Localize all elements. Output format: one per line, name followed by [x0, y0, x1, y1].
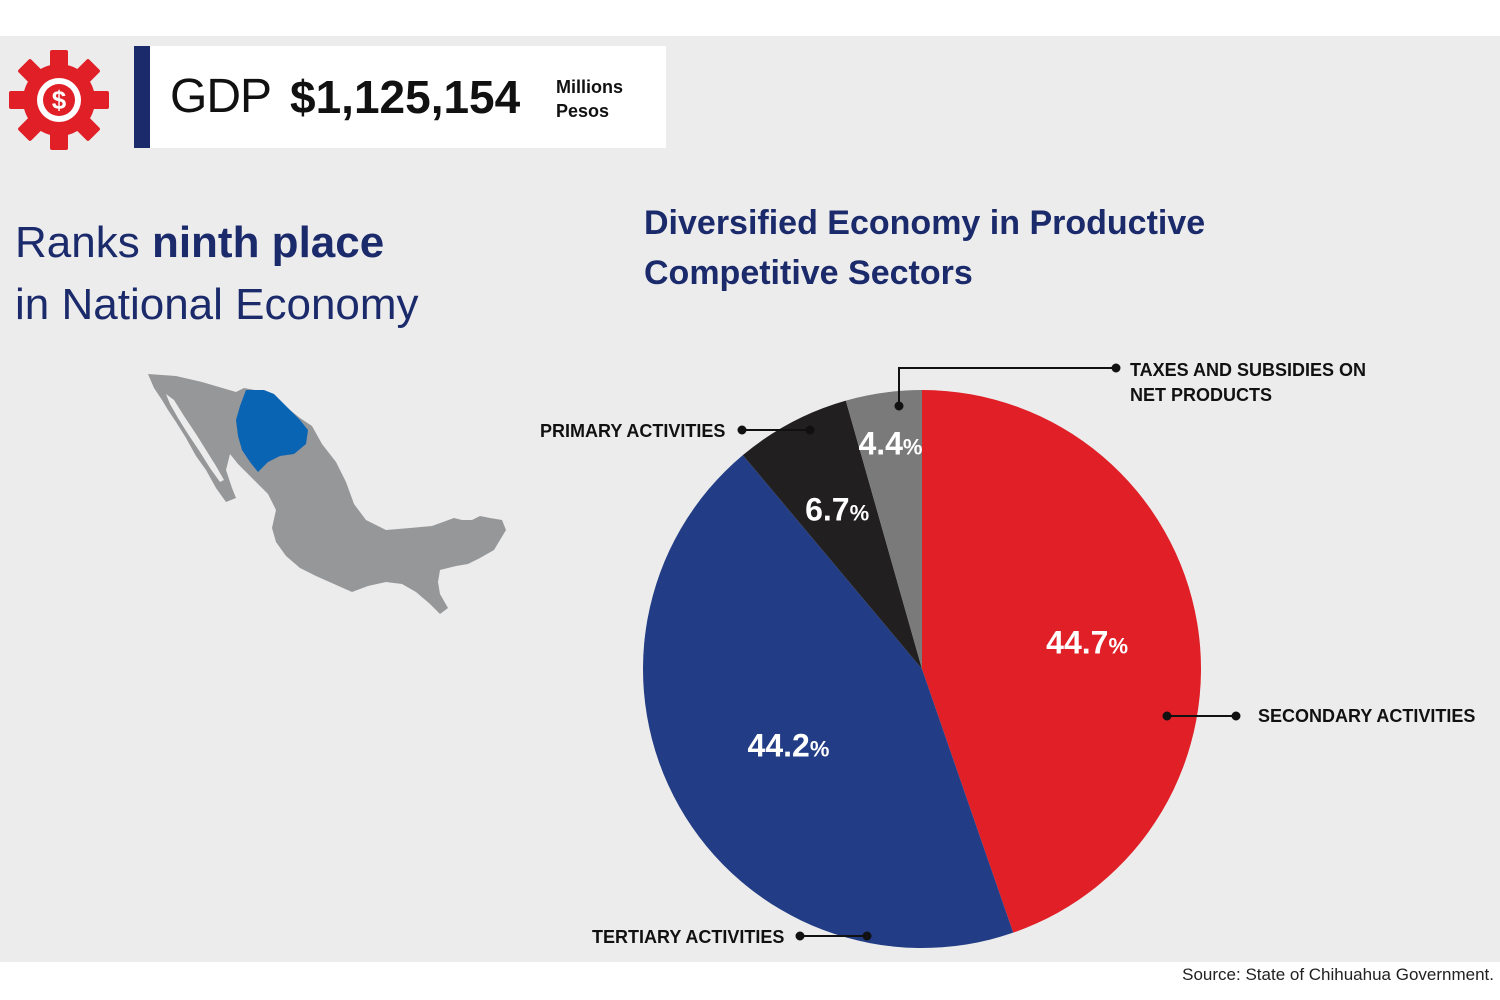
- gdp-value: $1,125,154: [290, 71, 521, 123]
- mexico-map-base: [148, 374, 506, 614]
- pie-slice-primary: [742, 400, 922, 669]
- leader-taxes: [898, 367, 1116, 406]
- rank-highlight: ninth place: [151, 218, 385, 267]
- rank-prefix: Ranks: [15, 218, 152, 267]
- gdp-unit: Millions Pesos: [556, 75, 623, 123]
- pie-value-label-tertiary: 44.2%: [748, 728, 830, 764]
- pie-value-label-taxes: 4.4%: [858, 425, 922, 461]
- mexico-map-icon: [148, 374, 506, 614]
- gdp-unit-line2: Pesos: [556, 101, 610, 121]
- label-primary: PRIMARY ACTIVITIES: [540, 421, 726, 441]
- svg-text:$: $: [52, 85, 67, 115]
- label-tertiary: TERTIARY ACTIVITIES: [592, 927, 785, 947]
- baja-gap: [166, 394, 224, 482]
- gdp-accent-bar: [134, 46, 150, 148]
- leader-dot-taxes-end: [1111, 363, 1121, 373]
- dollar-gear-icon: $: [9, 50, 109, 150]
- leader-dot-secondary-end: [1231, 711, 1241, 721]
- leader-dot-secondary-start: [1162, 711, 1172, 721]
- pie-slice-taxes: [845, 390, 922, 669]
- leader-dot-taxes-start: [894, 401, 904, 411]
- pie-value-label-primary: 6.7%: [805, 492, 869, 528]
- label-taxes: TAXES AND SUBSIDIES ON NET PRODUCTS: [1130, 358, 1366, 408]
- rank-text: Ranks ninth place in National Economy: [15, 212, 419, 336]
- leader-dot-tertiary-start: [795, 931, 805, 941]
- pie-slice-secondary: [922, 390, 1202, 933]
- chart-title: Diversified Economy in Productive Compet…: [644, 198, 1344, 298]
- label-secondary: SECONDARY ACTIVITIES: [1258, 706, 1476, 726]
- leader-dot-tertiary-end: [862, 931, 872, 941]
- source-note: Source: State of Chihuahua Government.: [1182, 965, 1494, 984]
- leader-dot-primary-end: [805, 425, 815, 435]
- chihuahua-highlight: [236, 390, 308, 472]
- chart-title-line1: Diversified Economy in Productive: [644, 204, 1206, 242]
- pie-slice-tertiary: [642, 455, 1014, 949]
- gdp-unit-line1: Millions: [556, 77, 623, 97]
- chart-title-line2: Competitive Sectors: [644, 254, 973, 292]
- rank-line2: in National Economy: [15, 280, 419, 329]
- label-taxes-line2: NET PRODUCTS: [1130, 385, 1273, 405]
- label-taxes-line1: TAXES AND SUBSIDIES ON: [1130, 360, 1367, 380]
- gdp-box: [134, 46, 666, 148]
- gdp-label: GDP: [170, 70, 272, 123]
- pie-value-label-secondary: 44.7%: [1046, 624, 1128, 660]
- leader-dot-primary-start: [737, 425, 747, 435]
